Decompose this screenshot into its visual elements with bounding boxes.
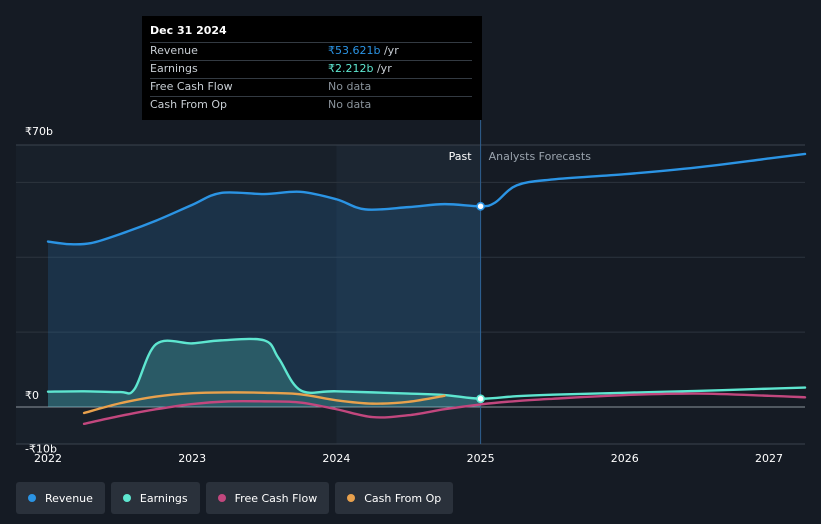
forecast-label: Analysts Forecasts [489, 150, 592, 163]
tooltip-value-number: ₹53.621b [328, 44, 381, 57]
tooltip-value-number: ₹2.212b [328, 62, 374, 75]
tooltip-label: Earnings [150, 62, 198, 75]
tooltip-value: No data [328, 79, 371, 96]
tooltip-date: Dec 31 2024 [150, 24, 227, 37]
tooltip-row-revenue: Revenue ₹53.621b /yr [150, 42, 472, 60]
tooltip-value: ₹2.212b /yr [328, 61, 392, 78]
legend-label: Cash From Op [364, 491, 442, 505]
legend-item-cash-from-op[interactable]: Cash From Op [335, 482, 454, 514]
legend-dot-icon [347, 494, 356, 502]
chart-background [16, 145, 481, 444]
series-areas [48, 191, 481, 407]
tooltip-unit: /yr [373, 62, 392, 75]
legend-dot-icon [217, 494, 226, 502]
tooltip: Dec 31 2024 Revenue ₹53.621b /yr Earning… [142, 16, 482, 120]
legend-item-earnings[interactable]: Earnings [110, 482, 200, 514]
legend-label: Free Cash Flow [234, 491, 318, 505]
tooltip-value: ₹53.621b /yr [328, 43, 399, 60]
tooltip-label: Revenue [150, 44, 198, 57]
earnings-marker [476, 394, 485, 404]
legend-item-revenue[interactable]: Revenue [16, 482, 105, 514]
period-labels: Past Analysts Forecasts [449, 150, 592, 163]
tooltip-row-earnings: Earnings ₹2.212b /yr [150, 60, 472, 78]
earnings-area [48, 338, 481, 407]
legend-dot-icon [28, 494, 36, 502]
legend-label: Earnings [139, 491, 188, 505]
series-lines [46, 152, 807, 426]
y-tick-label: ₹70b [25, 125, 53, 138]
y-tick-label: -₹10b [25, 442, 57, 455]
legend-dot-icon [122, 494, 131, 502]
earnings-line [46, 337, 807, 400]
free-cash-flow-line [82, 392, 807, 426]
tooltip-value: No data [328, 97, 371, 114]
tooltip-unit: /yr [380, 44, 399, 57]
cash-from-op-line [82, 391, 446, 415]
tooltip-label: Cash From Op [150, 98, 228, 111]
x-tick-label: 2027 [755, 452, 783, 465]
tooltip-value-number: No data [328, 80, 372, 93]
axis-ticks: 2022 2023 2024 2025 2026 2027 ₹70b ₹0 -₹10b [25, 125, 783, 465]
legend: Revenue Earnings Free Cash Flow Cash Fro… [16, 482, 454, 514]
x-tick-label: 2025 [467, 452, 495, 465]
legend-item-free-cash-flow[interactable]: Free Cash Flow [205, 482, 330, 514]
tooltip-row-free-cash-flow: Free Cash Flow No data [150, 78, 472, 96]
revenue-line [46, 152, 807, 246]
tooltip-label: Free Cash Flow [150, 80, 233, 93]
x-tick-label: 2022 [34, 452, 62, 465]
tooltip-value-number: No data [328, 98, 372, 111]
x-tick-label: 2023 [178, 452, 206, 465]
x-tick-label: 2026 [611, 452, 639, 465]
legend-label: Revenue [45, 491, 93, 505]
tooltip-row-cash-from-op: Cash From Op No data [150, 96, 472, 114]
past-label: Past [449, 150, 473, 163]
revenue-area [48, 191, 481, 407]
y-tick-label: ₹0 [25, 389, 39, 402]
revenue-marker [476, 201, 485, 211]
x-tick-label: 2024 [322, 452, 350, 465]
gridlines [16, 120, 805, 445]
chart: 2022 2023 2024 2025 2026 2027 ₹70b ₹0 -₹10b Past… [16, 120, 807, 465]
